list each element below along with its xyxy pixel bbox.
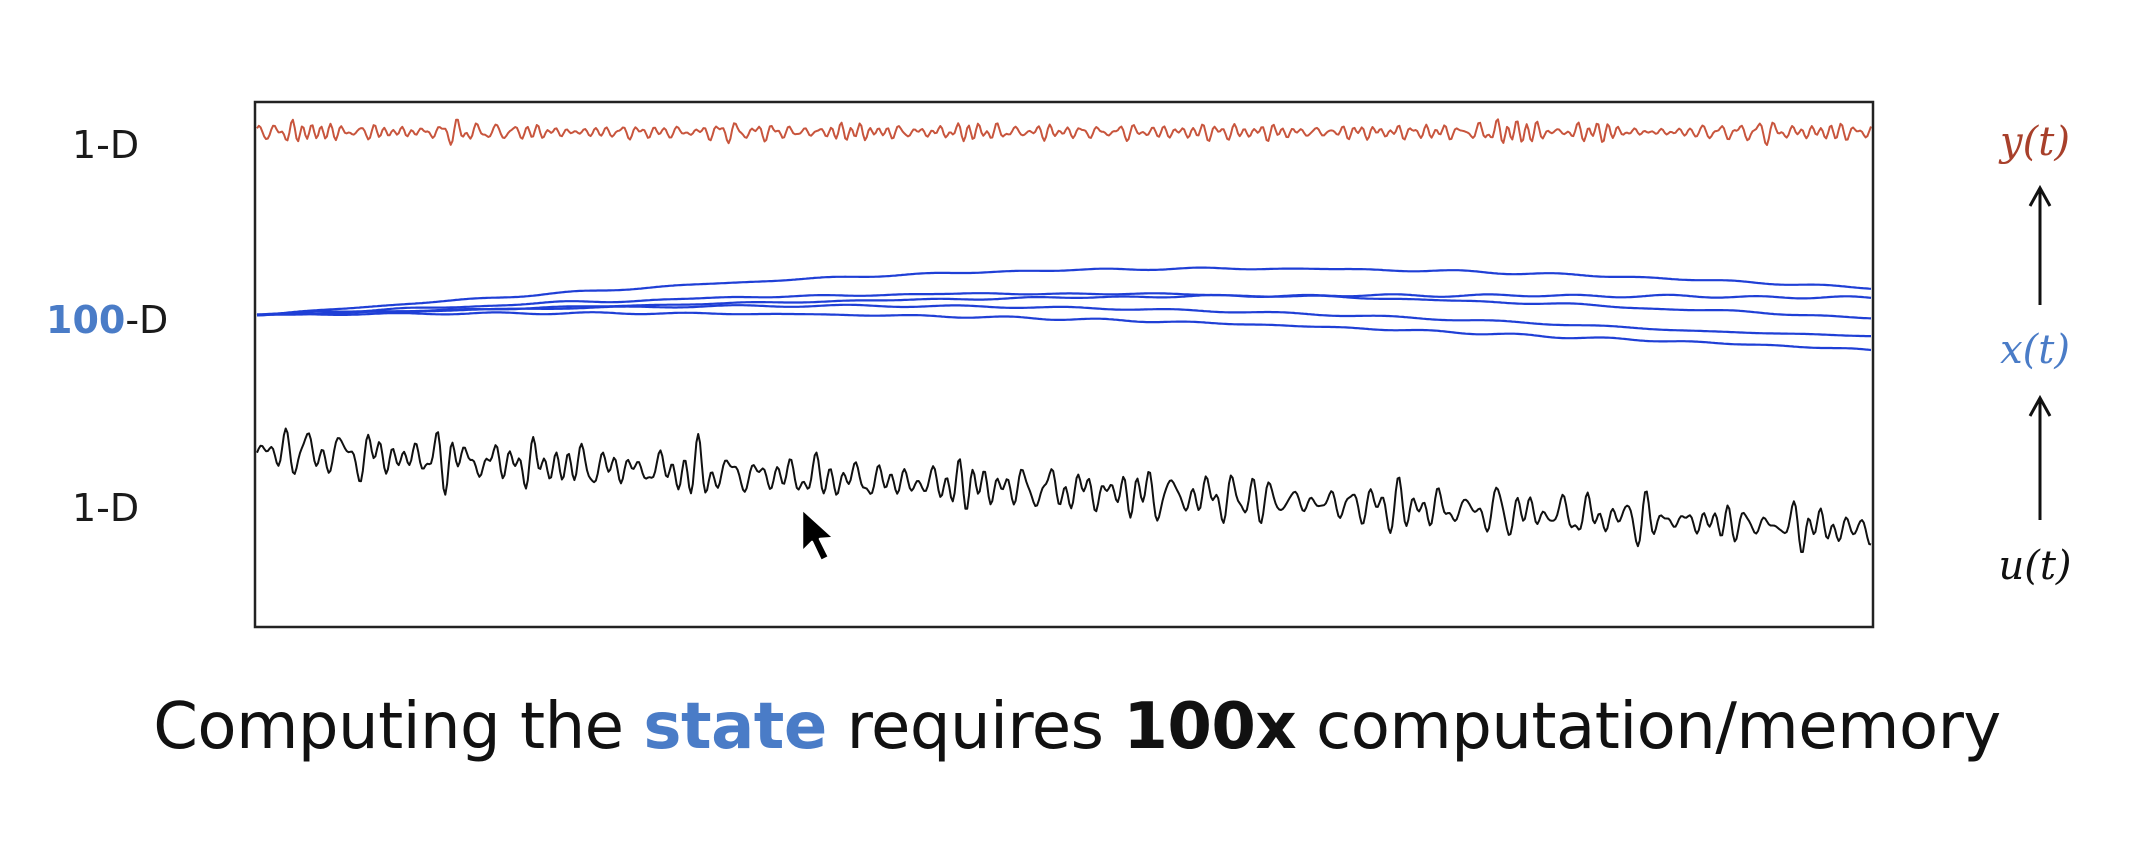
caption-text-end: computation/memory	[1296, 690, 2001, 764]
slide-caption: Computing the state requires 100x comput…	[0, 690, 2154, 764]
output-variable-label: y(t)	[2000, 119, 2070, 165]
arrow-up-icon	[2028, 394, 2052, 520]
output-dimension-label: 1-D	[72, 123, 140, 167]
state-dimension-suffix: -D	[125, 298, 169, 342]
state-signal-line	[256, 311, 1872, 352]
caption-text-middle: requires	[826, 690, 1124, 764]
caption-highlight-state: state	[643, 690, 827, 764]
state-signal-line	[256, 293, 1872, 316]
caption-emphasis: 100x	[1123, 690, 1297, 764]
state-signal-line	[256, 292, 1872, 320]
input-variable-label: u(t)	[1998, 543, 2072, 589]
state-variable-label: x(t)	[2000, 327, 2070, 373]
input-signal-line	[256, 427, 1872, 553]
caption-text-start: Computing the	[153, 690, 644, 764]
output-signal-line	[256, 118, 1872, 146]
state-dimension-label: 100-D	[46, 301, 168, 339]
plot-frame	[253, 100, 1875, 629]
input-dimension-label: 1-D	[72, 486, 140, 530]
arrow-up-icon	[2028, 184, 2052, 305]
state-signal-line	[256, 266, 1872, 317]
state-dimension-number: 100	[46, 298, 126, 342]
signal-traces	[256, 118, 1872, 553]
mouse-pointer-icon	[800, 507, 836, 563]
